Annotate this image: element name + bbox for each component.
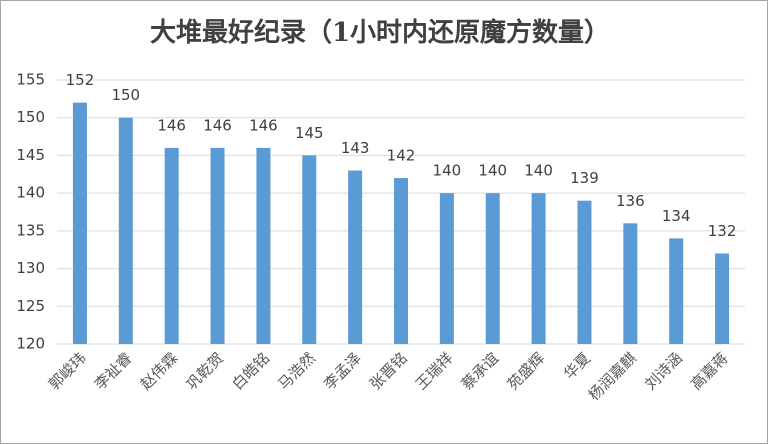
y-tick-label: 135 xyxy=(16,221,45,239)
data-label: 143 xyxy=(341,139,370,157)
chart-title: 大堆最好纪录（1小时内还原魔方数量） xyxy=(150,17,610,48)
data-label: 140 xyxy=(433,162,462,180)
bar xyxy=(669,238,684,344)
y-tick-label: 140 xyxy=(16,184,45,202)
data-label: 136 xyxy=(616,192,645,210)
bar xyxy=(256,147,271,344)
bar xyxy=(394,178,408,344)
data-label: 152 xyxy=(66,71,95,89)
data-label: 150 xyxy=(111,86,140,104)
bar xyxy=(210,147,225,344)
data-label: 132 xyxy=(708,222,737,240)
data-label: 146 xyxy=(203,116,232,134)
y-tick-label: 120 xyxy=(16,335,45,353)
data-label: 139 xyxy=(570,169,599,187)
bar xyxy=(348,170,363,344)
bar xyxy=(164,147,179,344)
y-tick-label: 150 xyxy=(16,108,45,126)
data-label: 142 xyxy=(387,147,416,165)
y-tick-label: 130 xyxy=(16,259,45,277)
bar xyxy=(302,155,317,344)
bar xyxy=(118,117,133,344)
bar xyxy=(577,200,592,344)
data-label: 134 xyxy=(662,207,691,225)
y-tick-label: 155 xyxy=(16,71,45,89)
data-label: 145 xyxy=(295,124,324,142)
bar xyxy=(485,193,500,344)
data-label: 140 xyxy=(524,162,553,180)
y-tick-label: 125 xyxy=(16,297,45,315)
bar xyxy=(623,223,638,344)
bar xyxy=(715,253,730,344)
bar xyxy=(531,193,546,344)
data-label: 146 xyxy=(249,116,278,134)
bar xyxy=(439,193,454,344)
data-label: 146 xyxy=(157,116,186,134)
bar xyxy=(72,102,87,344)
y-tick-label: 145 xyxy=(16,146,45,164)
data-label: 140 xyxy=(478,162,507,180)
